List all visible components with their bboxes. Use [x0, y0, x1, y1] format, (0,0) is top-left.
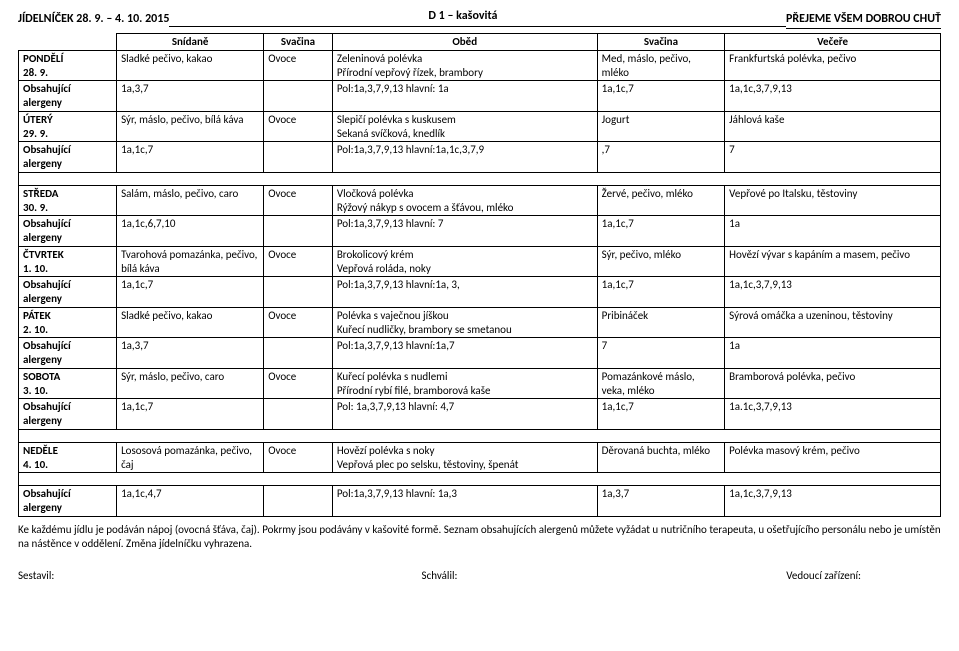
header-mid: D 1 – kašovitá — [428, 9, 497, 23]
header-line: JÍDELNÍČEK 28. 9. – 4. 10. 2015 D 1 – ka… — [18, 12, 941, 29]
allergen-row: Obsahující alergeny1a,1c,7Pol:1a,3,7,9,1… — [19, 277, 941, 308]
allergen-row: Obsahující alergeny1a,1c,7Pol:1a,3,7,9,1… — [19, 142, 941, 173]
allergen-row: Obsahující alergeny1a,3,7Pol:1a,3,7,9,13… — [19, 81, 941, 112]
sig-mid: Schválil: — [299, 569, 580, 582]
allergen-row: Obsahující alergeny1a,1c,6,7,10Pol:1a,3,… — [19, 216, 941, 247]
day-row: SOBOTA3. 10.Sýr, máslo, pečivo, caroOvoc… — [19, 368, 941, 399]
spacer-row — [19, 172, 941, 185]
sig-right: Vedoucí zařízení: — [580, 569, 941, 582]
day-row: STŘEDA30. 9.Salám, máslo, pečivo, caroOv… — [19, 185, 941, 216]
col-obed: Oběd — [332, 34, 597, 51]
spacer-row — [19, 429, 941, 442]
signature-line: Sestavil: Schválil: Vedoucí zařízení: — [18, 569, 941, 582]
day-row: PÁTEK2. 10.Sladké pečivo, kakaoOvocePolé… — [19, 307, 941, 338]
header-right: PŘEJEME VŠEM DOBROU CHUŤ — [786, 12, 941, 29]
day-row: NEDĚLE4. 10.Lososová pomazánka, pečivo, … — [19, 442, 941, 473]
col-snidan: Snídaně — [117, 34, 264, 51]
allergen-row: Obsahující alergeny1a,1c,7Pol: 1a,3,7,9,… — [19, 399, 941, 430]
col-day — [19, 34, 117, 51]
day-row: ÚTERÝ29. 9.Sýr, máslo, pečivo, bílá káva… — [19, 111, 941, 142]
footer-note: Ke každému jídlu je podáván nápoj (ovocn… — [18, 523, 941, 552]
col-vecere: Večeře — [725, 34, 941, 51]
menu-table: Snídaně Svačina Oběd Svačina Večeře POND… — [18, 33, 941, 517]
day-row: PONDĚLÍ28. 9.Sladké pečivo, kakaoOvoceZe… — [19, 50, 941, 81]
col-sv2: Svačina — [597, 34, 725, 51]
header-underline: D 1 – kašovitá — [169, 12, 786, 27]
spacer-row — [19, 473, 941, 486]
header-left: JÍDELNÍČEK 28. 9. – 4. 10. 2015 — [18, 12, 169, 29]
sig-left: Sestavil: — [18, 569, 299, 582]
allergen-row: Obsahující alergeny1a,1c,4,7Pol:1a,3,7,9… — [19, 486, 941, 517]
col-sv1: Svačina — [264, 34, 333, 51]
table-header-row: Snídaně Svačina Oběd Svačina Večeře — [19, 34, 941, 51]
allergen-row: Obsahující alergeny1a,3,7Pol:1a,3,7,9,13… — [19, 338, 941, 369]
day-row: ČTVRTEK1. 10.Tvarohová pomazánka, pečivo… — [19, 246, 941, 277]
